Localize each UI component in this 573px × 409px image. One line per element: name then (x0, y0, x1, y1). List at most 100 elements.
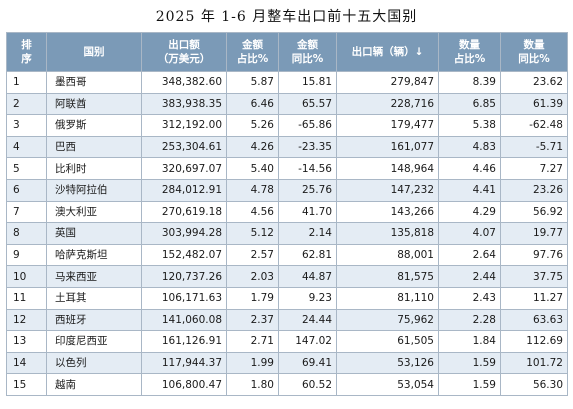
value-share-cell: 4.56 (226, 200, 279, 224)
table-header-row: 排序国别 出口额 （万美元） 金额 占比% 金额 同比% 出口辆（辆）↓ 数量 占比% 数量 同比% (6, 32, 568, 72)
units-share-cell: 2.43 (438, 286, 501, 310)
units-share-cell: 2.64 (438, 243, 501, 267)
header-label: 同比% (518, 53, 550, 65)
export-units-cell: 148,964 (336, 157, 439, 180)
value-yoy-cell: 44.87 (278, 265, 337, 288)
units-yoy-cell: 97.76 (500, 243, 568, 267)
units-share-cell: 8.39 (438, 71, 501, 94)
value-yoy-cell: 60.52 (278, 373, 337, 396)
units-share-cell: 4.07 (438, 222, 501, 245)
country-cell: 以色列 (46, 351, 142, 375)
export-value-cell: 383,938.35 (141, 92, 227, 116)
table-row: 8 英国 303,994.28 5.12 2.14 135,818 4.07 19.77 (6, 222, 568, 245)
value-share-cell: 4.26 (226, 135, 279, 159)
header-label: 占比% (453, 53, 486, 65)
export-value-cell: 106,171.63 (141, 286, 227, 310)
table-row: 2 阿联酋 383,938.35 6.46 65.57 228,716 6.85 61.39 (6, 92, 568, 116)
units-yoy-cell: -62.48 (500, 114, 568, 137)
value-share-cell: 5.26 (226, 114, 279, 137)
export-value-cell: 120,737.26 (141, 265, 227, 288)
header-rank: 排序 (6, 32, 47, 72)
units-share-cell: 5.38 (438, 114, 501, 137)
header-label: 金额 (242, 39, 263, 51)
value-yoy-cell: 15.81 (278, 71, 337, 94)
units-share-cell: 4.29 (438, 200, 501, 224)
header-label: （万美元） (157, 53, 211, 65)
header-value-yoy: 金额 同比% (278, 32, 337, 72)
export-units-cell: 143,266 (336, 200, 439, 224)
table-row: 15 越南 106,800.47 1.80 60.52 53,054 1.59 56.30 (6, 373, 568, 396)
rank-cell: 5 (6, 157, 47, 180)
units-yoy-cell: 19.77 (500, 222, 568, 245)
value-share-cell: 1.79 (226, 286, 279, 310)
units-yoy-cell: 112.69 (500, 330, 568, 353)
export-units-cell: 147,232 (336, 178, 439, 202)
value-yoy-cell: 41.70 (278, 200, 337, 224)
header-label: 同比% (291, 53, 324, 65)
table-row: 14 以色列 117,944.37 1.99 69.41 53,126 1.59 101.72 (6, 351, 568, 375)
export-value-cell: 320,697.07 (141, 157, 227, 180)
rank-cell: 10 (6, 265, 47, 288)
units-yoy-cell: 7.27 (500, 157, 568, 180)
export-units-cell: 228,716 (336, 92, 439, 116)
value-yoy-cell: -23.35 (278, 135, 337, 159)
export-value-cell: 284,012.91 (141, 178, 227, 202)
value-yoy-cell: 24.44 (278, 308, 337, 332)
country-cell: 俄罗斯 (46, 114, 142, 137)
value-yoy-cell: 65.57 (278, 92, 337, 116)
export-value-cell: 253,304.61 (141, 135, 227, 159)
value-yoy-cell: 25.76 (278, 178, 337, 202)
table-row: 5 比利时 320,697.07 5.40 -14.56 148,964 4.46 7.27 (6, 157, 568, 180)
value-yoy-cell: -65.86 (278, 114, 337, 137)
export-value-cell: 270,619.18 (141, 200, 227, 224)
value-share-cell: 6.46 (226, 92, 279, 116)
units-yoy-cell: 56.30 (500, 373, 568, 396)
rank-cell: 1 (6, 71, 47, 94)
units-yoy-cell: -5.71 (500, 135, 568, 159)
rank-cell: 14 (6, 351, 47, 375)
value-share-cell: 2.57 (226, 243, 279, 267)
export-value-cell: 117,944.37 (141, 351, 227, 375)
value-share-cell: 2.03 (226, 265, 279, 288)
header-export-value: 出口额 （万美元） (141, 32, 227, 72)
value-share-cell: 2.37 (226, 308, 279, 332)
value-share-cell: 2.71 (226, 330, 279, 353)
country-cell: 比利时 (46, 157, 142, 180)
country-cell: 墨西哥 (46, 71, 142, 94)
country-cell: 哈萨克斯坦 (46, 243, 142, 267)
value-share-cell: 5.87 (226, 71, 279, 94)
rank-cell: 8 (6, 222, 47, 245)
header-label: 数量 (523, 39, 545, 51)
units-yoy-cell: 101.72 (500, 351, 568, 375)
units-share-cell: 1.59 (438, 351, 501, 375)
units-share-cell: 4.46 (438, 157, 501, 180)
header-label: 国别 (83, 46, 105, 58)
units-share-cell: 4.83 (438, 135, 501, 159)
header-units-yoy: 数量同比% (500, 32, 568, 72)
export-units-cell: 53,126 (336, 351, 439, 375)
country-cell: 阿联酋 (46, 92, 142, 116)
export-value-cell: 312,192.00 (141, 114, 227, 137)
value-share-cell: 5.12 (226, 222, 279, 245)
header-label: 出口额 (168, 39, 200, 51)
country-cell: 西班牙 (46, 308, 142, 332)
value-yoy-cell: 62.81 (278, 243, 337, 267)
export-units-cell: 75,962 (336, 308, 439, 332)
export-units-cell: 179,477 (336, 114, 439, 137)
table-row: 10 马来西亚 120,737.26 2.03 44.87 81,575 2.44 37.75 (6, 265, 568, 288)
header-label: 排 (21, 39, 32, 51)
units-share-cell: 2.44 (438, 265, 501, 288)
export-value-cell: 348,382.60 (141, 71, 227, 94)
country-cell: 巴西 (46, 135, 142, 159)
value-yoy-cell: -14.56 (278, 157, 337, 180)
country-cell: 沙特阿拉伯 (46, 178, 142, 202)
rank-cell: 11 (6, 286, 47, 310)
units-share-cell: 1.59 (438, 373, 501, 396)
header-label: 占比% (236, 53, 269, 65)
country-cell: 印度尼西亚 (46, 330, 142, 353)
units-share-cell: 6.85 (438, 92, 501, 116)
export-units-cell: 279,847 (336, 71, 439, 94)
export-value-cell: 106,800.47 (141, 373, 227, 396)
table-row: 12 西班牙 141,060.08 2.37 24.44 75,962 2.28 63.63 (6, 308, 568, 332)
